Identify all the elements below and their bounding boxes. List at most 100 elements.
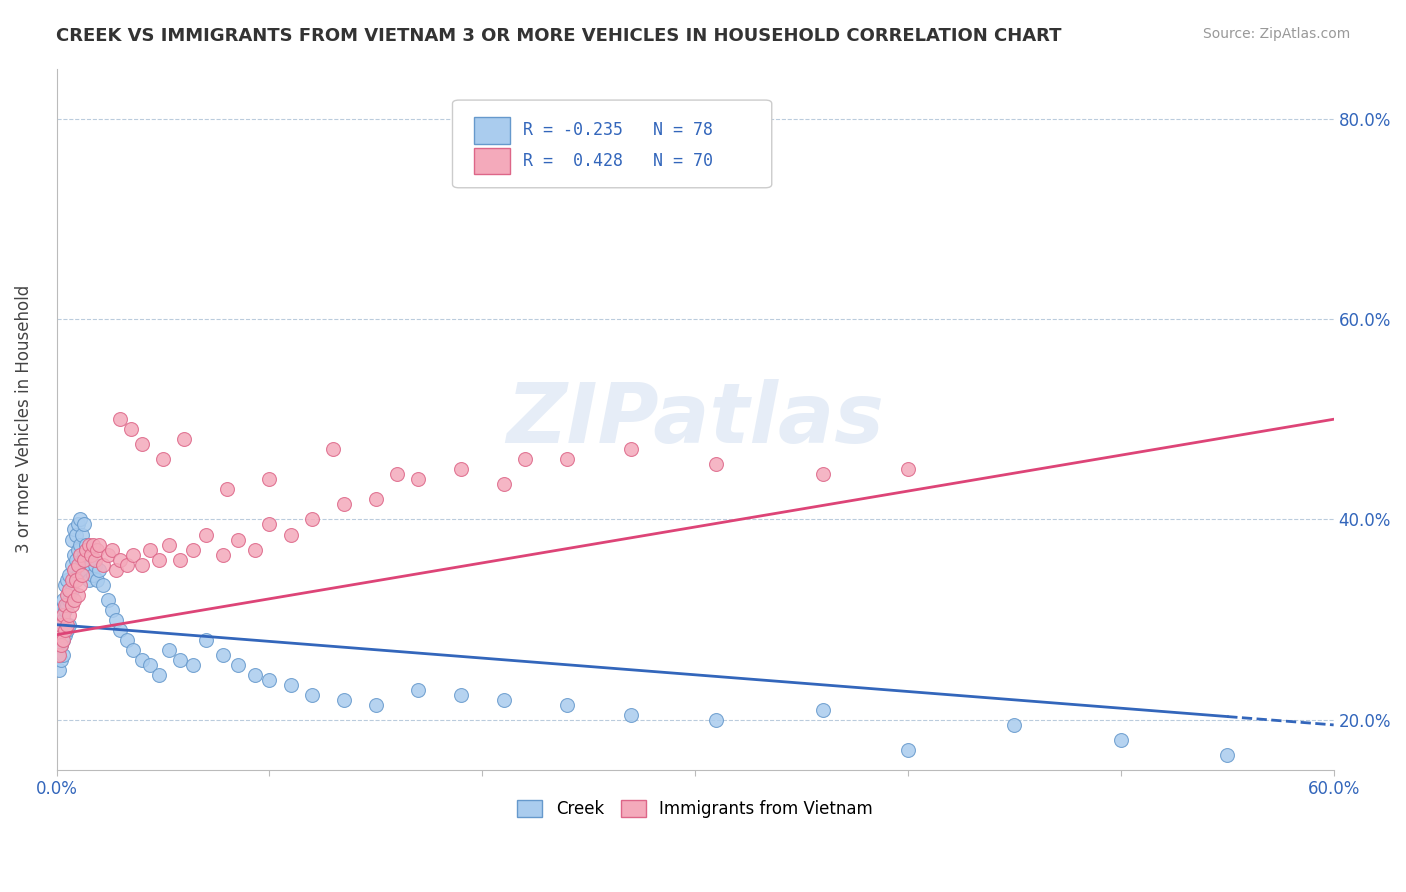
FancyBboxPatch shape xyxy=(474,117,510,144)
Point xyxy=(301,688,323,702)
Point xyxy=(152,452,174,467)
Point xyxy=(105,613,128,627)
Point xyxy=(66,558,89,572)
Point xyxy=(53,598,76,612)
Point xyxy=(89,563,111,577)
Point xyxy=(211,648,233,662)
Point xyxy=(58,607,80,622)
Point xyxy=(60,582,83,597)
Point xyxy=(1002,718,1025,732)
Point xyxy=(48,648,70,662)
Point xyxy=(77,548,100,562)
Point xyxy=(52,648,75,662)
Point xyxy=(56,617,79,632)
Point xyxy=(56,598,79,612)
Point xyxy=(181,542,204,557)
Point xyxy=(60,558,83,572)
Point xyxy=(53,577,76,591)
Point xyxy=(408,472,430,486)
Point xyxy=(385,467,408,482)
Y-axis label: 3 or more Vehicles in Household: 3 or more Vehicles in Household xyxy=(15,285,32,553)
Point xyxy=(110,412,132,426)
Point xyxy=(52,632,75,647)
Point xyxy=(56,623,79,637)
Point xyxy=(139,542,162,557)
Point xyxy=(243,667,266,681)
Point xyxy=(131,437,153,451)
Point xyxy=(73,517,96,532)
Point xyxy=(115,558,138,572)
Text: R =  0.428   N = 70: R = 0.428 N = 70 xyxy=(523,153,713,170)
Point xyxy=(115,632,138,647)
Point xyxy=(89,537,111,551)
Point xyxy=(557,698,579,712)
Point xyxy=(97,548,120,562)
Point xyxy=(49,638,72,652)
Point xyxy=(52,607,75,622)
Point xyxy=(66,567,89,582)
Point xyxy=(69,577,91,591)
Point xyxy=(53,602,76,616)
Point xyxy=(259,673,281,687)
Point xyxy=(69,537,91,551)
Point xyxy=(215,483,238,497)
Point xyxy=(620,442,643,457)
Point xyxy=(226,533,249,547)
Point xyxy=(84,558,107,572)
Point xyxy=(333,693,356,707)
Point xyxy=(131,558,153,572)
Point xyxy=(65,573,87,587)
Point xyxy=(75,537,97,551)
Point xyxy=(157,537,180,551)
Point xyxy=(897,462,920,476)
Point xyxy=(93,558,115,572)
Point xyxy=(169,653,191,667)
Point xyxy=(49,602,72,616)
Point xyxy=(301,512,323,526)
Point xyxy=(52,632,75,647)
Point xyxy=(48,623,70,637)
Text: Source: ZipAtlas.com: Source: ZipAtlas.com xyxy=(1202,27,1350,41)
Point xyxy=(408,682,430,697)
Point xyxy=(66,542,89,557)
Point xyxy=(75,542,97,557)
Point xyxy=(86,542,108,557)
Point xyxy=(105,563,128,577)
Point xyxy=(211,548,233,562)
Point xyxy=(82,537,104,551)
Point xyxy=(333,498,356,512)
Text: CREEK VS IMMIGRANTS FROM VIETNAM 3 OR MORE VEHICLES IN HOUSEHOLD CORRELATION CHA: CREEK VS IMMIGRANTS FROM VIETNAM 3 OR MO… xyxy=(56,27,1062,45)
Point xyxy=(492,477,515,491)
Point xyxy=(120,422,142,436)
Point xyxy=(70,567,93,582)
Point xyxy=(79,548,101,562)
Point xyxy=(48,663,70,677)
Point xyxy=(60,573,83,587)
Point xyxy=(194,527,217,541)
Point xyxy=(280,678,302,692)
Point xyxy=(194,632,217,647)
Point xyxy=(53,623,76,637)
Point xyxy=(97,592,120,607)
Point xyxy=(131,653,153,667)
Point xyxy=(706,713,728,727)
Point xyxy=(53,628,76,642)
Point xyxy=(56,588,79,602)
Point xyxy=(84,552,107,566)
Point xyxy=(492,693,515,707)
Point xyxy=(513,452,536,467)
Point xyxy=(82,567,104,582)
Point xyxy=(66,517,89,532)
Point xyxy=(86,573,108,587)
Text: ZIPatlas: ZIPatlas xyxy=(506,379,884,459)
Point xyxy=(49,617,72,632)
Point xyxy=(79,558,101,572)
FancyBboxPatch shape xyxy=(474,148,510,175)
Point xyxy=(48,642,70,657)
Point xyxy=(65,552,87,566)
Point xyxy=(65,527,87,541)
Point xyxy=(101,602,124,616)
Point xyxy=(148,667,170,681)
Point xyxy=(148,552,170,566)
Point xyxy=(93,577,115,591)
